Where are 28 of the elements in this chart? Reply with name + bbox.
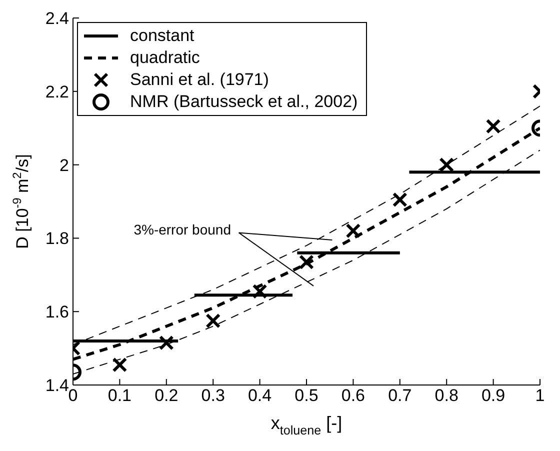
point [392, 192, 408, 208]
y-tick-label: 2 [60, 156, 69, 175]
legend-label: quadratic [130, 48, 200, 68]
point [252, 284, 268, 299]
point [346, 223, 361, 238]
annotation: 3%-error bound [134, 222, 231, 238]
legend-label: Sanni et al. (1971) [130, 70, 269, 90]
y-tick-label: 2.4 [45, 9, 69, 28]
x-tick-label: 0.5 [294, 386, 318, 406]
legend-label: constant [130, 26, 194, 46]
x-tick-label: 0.2 [154, 386, 178, 406]
x-tick-label: 0.6 [341, 386, 366, 406]
x-tick-label: 0 [68, 386, 78, 406]
x-tick-label: 0.7 [388, 386, 412, 406]
y-tick-label: 2.2 [45, 82, 69, 102]
point [299, 254, 314, 270]
legend-label: NMR (Bartusseck et al., 2002) [130, 92, 358, 112]
y-tick-label: 1.8 [45, 229, 69, 248]
x-tick-label: 0.3 [201, 386, 225, 406]
x-tick-label: 0.1 [108, 386, 132, 406]
point [206, 313, 221, 328]
x-tick-label: 0.8 [434, 386, 458, 406]
y-tick-label: 1.4 [45, 376, 69, 396]
x-axis-title: x$_{toluene}$ [-] [270, 413, 342, 438]
x-tick-label: 0.4 [248, 386, 272, 406]
x-tick-label: 0.9 [481, 386, 506, 406]
y-tick-label: 1.6 [45, 302, 69, 322]
x-tick-label: 1 [535, 386, 545, 406]
